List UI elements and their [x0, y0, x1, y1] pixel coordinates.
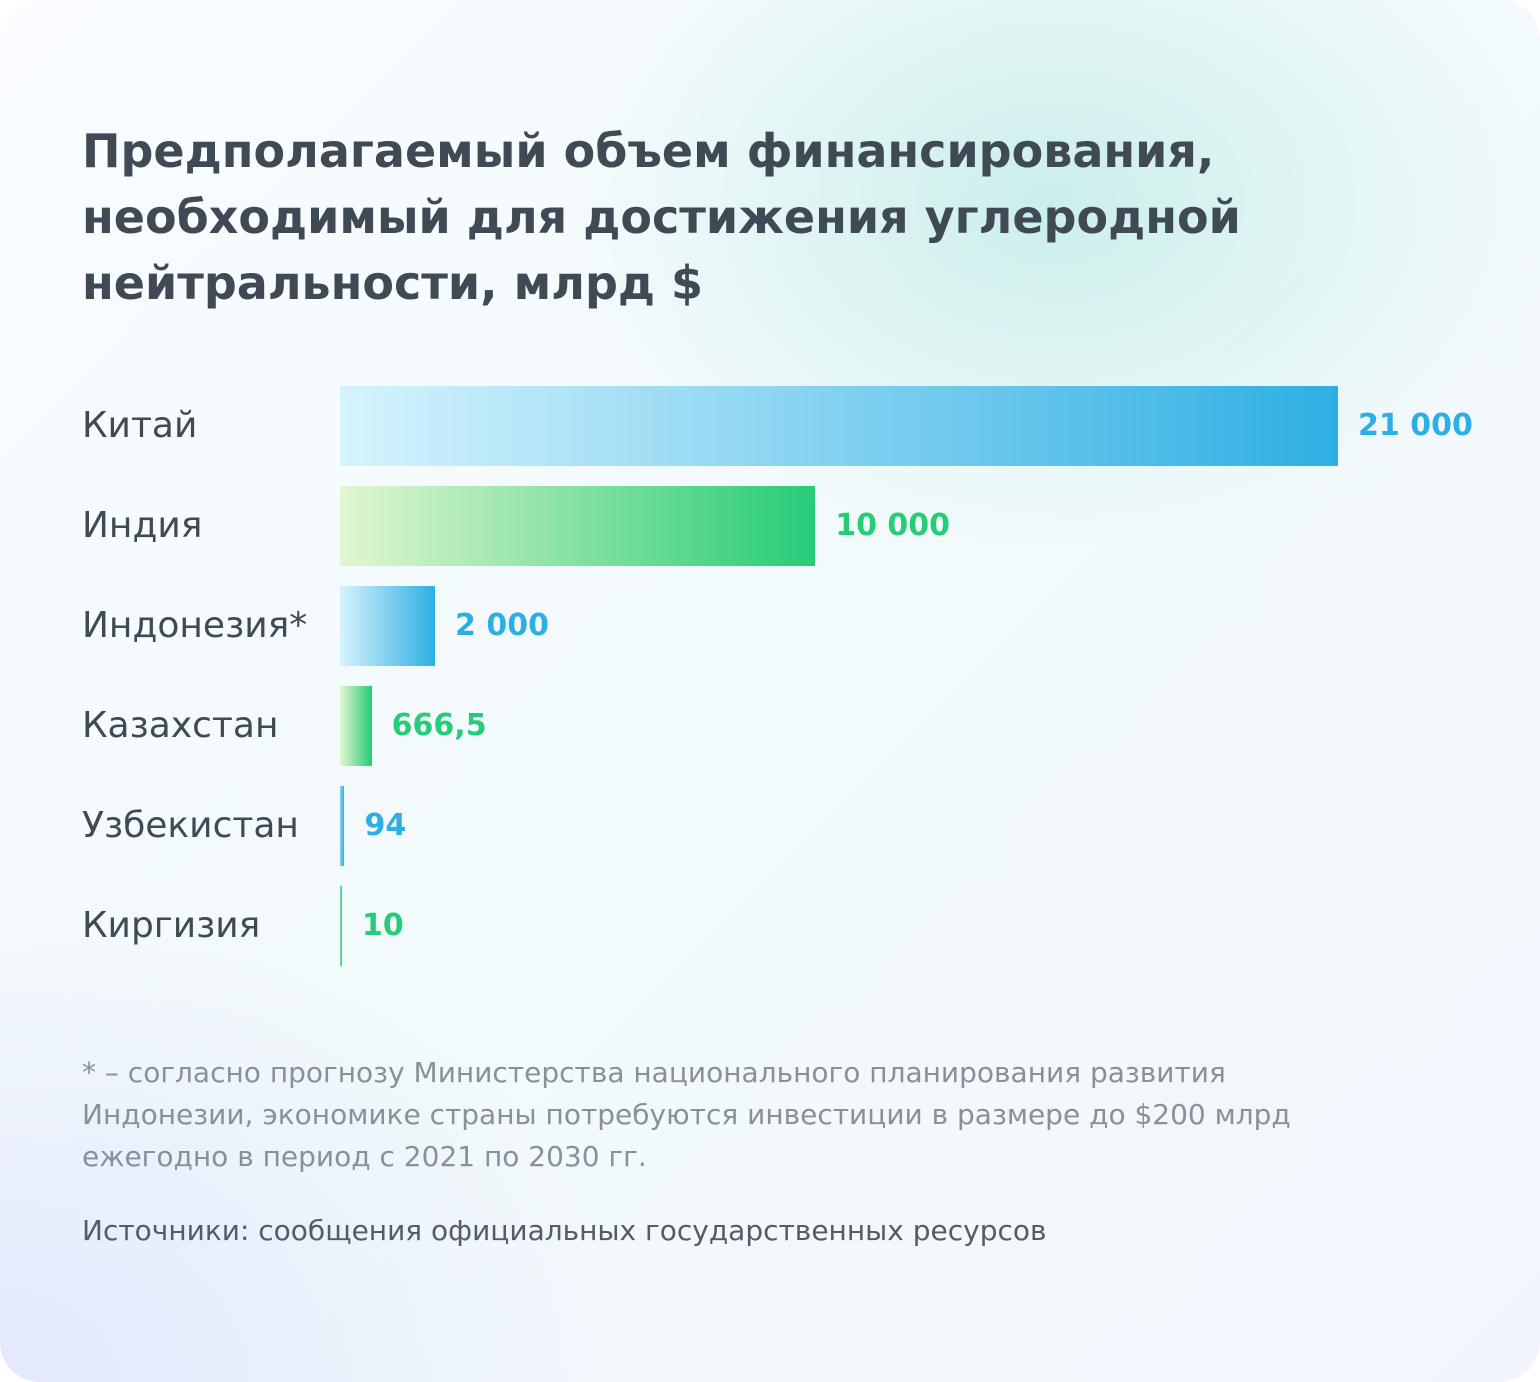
value-label: 10 000	[835, 508, 951, 543]
bar	[340, 486, 816, 566]
bar	[340, 886, 342, 966]
category-label: Индонезия*	[82, 605, 308, 646]
value-label: 10	[362, 908, 404, 943]
category-label: Казахстан	[82, 705, 279, 746]
category-label: Киргизия	[82, 905, 261, 946]
value-label: 666,5	[391, 708, 487, 743]
chart-title: Предполагаемый объем финансирования, нео…	[82, 124, 1241, 310]
bar	[340, 786, 345, 866]
bar	[340, 586, 436, 666]
bar	[340, 386, 1338, 466]
source-note: Источники: сообщения официальных государ…	[82, 1214, 1047, 1247]
category-label: Индия	[82, 505, 203, 546]
category-label: Узбекистан	[82, 805, 299, 846]
bar	[340, 686, 372, 766]
value-label: 94	[364, 808, 407, 843]
value-label: 2 000	[455, 608, 549, 643]
category-label: Китай	[82, 405, 198, 446]
value-label: 21 000	[1358, 408, 1473, 443]
footnote: * – согласно прогнозу Министерства нацио…	[82, 1056, 1291, 1173]
